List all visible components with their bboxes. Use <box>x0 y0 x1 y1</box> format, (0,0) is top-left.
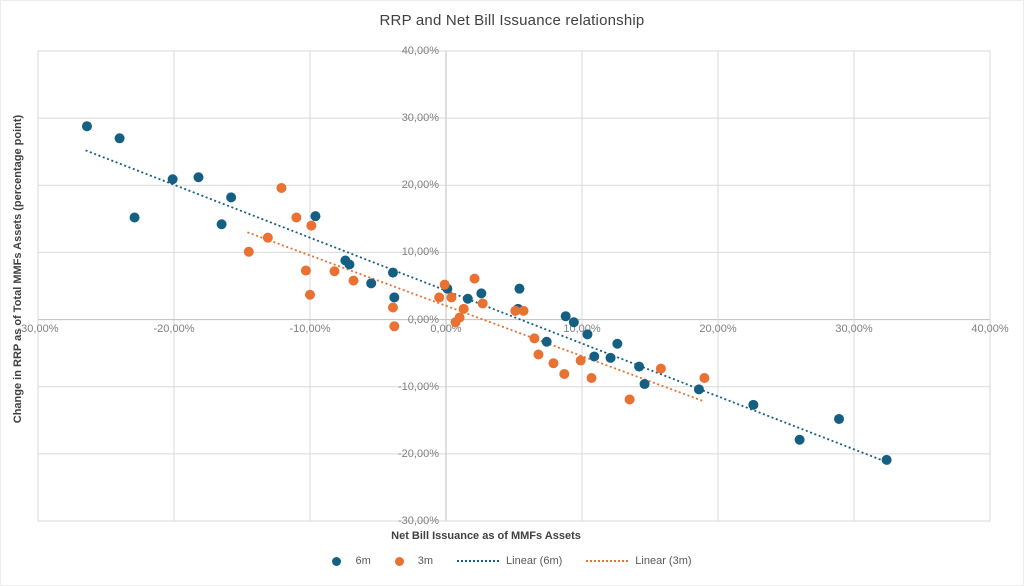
y-tick-label: -10,00% <box>398 380 439 393</box>
data-point-6m <box>748 399 759 410</box>
legend-label: Linear (6m) <box>506 555 563 567</box>
y-tick-label: 30,00% <box>401 112 439 125</box>
data-point-3m <box>518 305 529 316</box>
data-point-6m <box>514 283 525 294</box>
data-point-6m <box>167 174 178 185</box>
data-point-6m <box>310 211 321 222</box>
data-point-3m <box>446 292 457 303</box>
x-tick-label: -20,00% <box>153 323 195 335</box>
legend-marker-dotted-line-icon <box>586 560 629 562</box>
data-point-3m <box>559 368 570 379</box>
data-point-6m <box>387 267 398 278</box>
y-tick-label: 20,00% <box>401 179 439 192</box>
data-point-6m <box>114 133 125 144</box>
legend-marker-dot-icon <box>394 556 404 566</box>
data-point-6m <box>568 317 579 328</box>
data-point-3m <box>529 333 540 344</box>
data-point-6m <box>693 384 704 395</box>
data-point-6m <box>216 219 227 230</box>
data-point-6m <box>81 121 92 132</box>
data-point-3m <box>548 358 559 369</box>
chart-title: RRP and Net Bill Issuance relationship <box>379 12 645 29</box>
data-point-3m <box>477 298 488 309</box>
data-point-3m <box>305 289 315 300</box>
y-tick-label: 10,00% <box>401 246 439 259</box>
data-point-3m <box>300 265 311 276</box>
data-point-3m <box>291 212 302 223</box>
data-point-6m <box>605 352 616 363</box>
data-point-3m <box>306 220 317 231</box>
data-point-3m <box>575 355 586 366</box>
legend-label: 3m <box>417 555 434 567</box>
x-tick-label: -10,00% <box>289 323 331 335</box>
data-point-6m <box>794 434 805 445</box>
data-point-3m <box>510 305 521 316</box>
data-point-6m <box>389 292 400 303</box>
data-point-3m <box>699 372 710 383</box>
legend-label: 6m <box>355 555 371 567</box>
data-point-6m <box>344 259 355 270</box>
x-axis-title: Net Bill Issuance as of MMFs Assets <box>391 530 581 542</box>
chart-legend: 6m 3m Linear (6m) Linear (3m) <box>1 555 1023 567</box>
data-point-6m <box>541 336 552 347</box>
legend-marker-dotted-line-icon <box>457 560 500 562</box>
legend-item-linear-6m-: Linear (6m) <box>457 555 562 567</box>
data-point-3m <box>348 275 359 286</box>
data-point-6m <box>366 278 377 289</box>
data-point-3m <box>655 363 666 374</box>
data-point-3m <box>469 273 480 284</box>
x-tick-label: -30,00% <box>17 323 59 335</box>
x-tick-label: 20,00% <box>699 323 737 335</box>
data-point-6m <box>582 329 593 340</box>
y-tick-label: 40,00% <box>401 45 439 57</box>
data-point-3m <box>276 182 287 193</box>
legend-item-linear-3m-: Linear (3m) <box>586 555 692 567</box>
y-tick-label: -20,00% <box>398 447 439 460</box>
data-point-6m <box>639 379 650 390</box>
data-point-3m <box>454 312 465 323</box>
y-tick-label: 0,00% <box>407 313 439 326</box>
y-tick-label: -30,00% <box>398 515 439 527</box>
data-point-6m <box>462 293 473 304</box>
data-point-3m <box>586 372 597 383</box>
trendline-linear-3m- <box>247 231 705 403</box>
legend-item-3m: 3m <box>394 555 434 567</box>
data-point-3m <box>533 349 544 360</box>
data-point-6m <box>476 288 487 299</box>
data-point-3m <box>329 266 340 277</box>
data-point-3m <box>439 279 450 290</box>
data-point-3m <box>434 292 445 303</box>
data-point-6m <box>193 172 204 183</box>
data-point-3m <box>389 321 400 332</box>
data-point-6m <box>226 192 237 203</box>
data-point-6m <box>612 338 623 349</box>
legend-marker-dot-icon <box>332 556 342 566</box>
data-point-6m <box>634 361 645 372</box>
data-point-3m <box>624 394 635 405</box>
data-point-6m <box>589 351 600 362</box>
data-point-6m <box>834 413 845 424</box>
data-point-6m <box>560 311 571 322</box>
plot-border <box>37 50 991 522</box>
data-point-3m <box>262 232 273 243</box>
data-point-3m <box>458 303 469 314</box>
legend-label: Linear (3m) <box>635 555 692 567</box>
data-point-6m <box>129 212 140 223</box>
x-tick-label: 30,00% <box>835 323 873 335</box>
data-point-6m <box>881 454 892 465</box>
data-point-3m <box>243 246 254 257</box>
data-point-3m <box>387 302 398 313</box>
x-tick-label: 40,00% <box>971 323 1009 335</box>
legend-item-6m: 6m <box>332 555 371 567</box>
